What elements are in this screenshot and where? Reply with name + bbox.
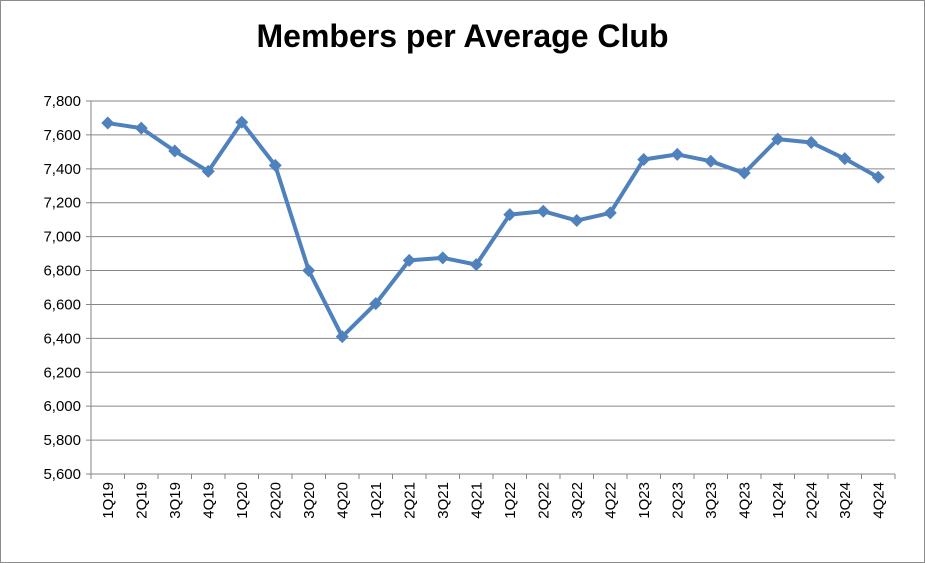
x-tick-label: 4Q20 xyxy=(334,482,351,519)
gridlines xyxy=(86,100,895,475)
y-tick-label: 7,200 xyxy=(43,195,81,212)
y-tick-label: 5,800 xyxy=(43,432,81,449)
x-tick-label: 3Q19 xyxy=(167,482,184,519)
x-tick-label: 3Q24 xyxy=(837,482,854,519)
y-tick-label: 6,400 xyxy=(43,330,81,347)
chart-title: Members per Average Club xyxy=(256,18,669,54)
x-tick-label: 2Q23 xyxy=(669,482,686,519)
x-tick-label: 2Q19 xyxy=(133,482,150,519)
x-tick-label: 4Q22 xyxy=(602,482,619,519)
y-tick-label: 6,000 xyxy=(43,398,81,415)
y-tick-label: 7,800 xyxy=(43,93,81,110)
data-point-marker xyxy=(101,116,115,130)
y-tick-label: 7,000 xyxy=(43,229,81,246)
y-tick-label: 5,600 xyxy=(43,466,81,483)
y-tick-label: 6,600 xyxy=(43,296,81,313)
x-tick-label: 1Q22 xyxy=(502,482,519,519)
y-tick-label: 6,800 xyxy=(43,263,81,280)
y-tick-label: 6,200 xyxy=(43,364,81,381)
x-tick-label: 3Q23 xyxy=(703,482,720,519)
x-tick-label: 3Q20 xyxy=(301,482,318,519)
series-line xyxy=(105,120,881,339)
x-tick-label: 2Q20 xyxy=(267,482,284,519)
x-tick-label: 3Q21 xyxy=(435,482,452,519)
data-point-marker xyxy=(268,158,282,172)
x-tick-label: 3Q22 xyxy=(569,482,586,519)
data-point-marker xyxy=(168,144,182,158)
data-point-marker xyxy=(469,258,483,272)
data-point-marker xyxy=(704,154,718,168)
data-point-marker xyxy=(637,152,651,166)
x-tick-label: 1Q24 xyxy=(770,482,787,519)
data-point-marker xyxy=(201,164,215,178)
data-point-marker xyxy=(771,132,785,146)
series-group xyxy=(101,115,885,344)
data-point-marker xyxy=(536,204,550,218)
data-point-marker xyxy=(402,253,416,267)
data-point-marker xyxy=(503,208,517,222)
x-tick-label: 2Q24 xyxy=(803,482,820,519)
x-tick-label: 1Q21 xyxy=(368,482,385,519)
x-tick-label: 4Q23 xyxy=(736,482,753,519)
x-tick-label: 4Q19 xyxy=(200,482,217,519)
x-tick-label: 1Q19 xyxy=(100,482,117,519)
data-point-marker xyxy=(134,121,148,135)
data-point-marker xyxy=(302,264,316,278)
x-tick-label: 1Q23 xyxy=(636,482,653,519)
data-point-marker xyxy=(369,297,383,311)
data-point-marker xyxy=(335,330,349,344)
axes xyxy=(90,101,896,479)
x-tick-label: 1Q20 xyxy=(234,482,251,519)
x-tick-label: 4Q24 xyxy=(870,482,887,519)
data-point-marker xyxy=(670,147,684,161)
x-tick-label: 2Q21 xyxy=(401,482,418,519)
data-point-marker xyxy=(235,115,249,129)
data-point-marker xyxy=(871,170,885,184)
data-point-marker xyxy=(737,166,751,180)
x-tick-label: 4Q21 xyxy=(468,482,485,519)
y-tick-label: 7,600 xyxy=(43,127,81,144)
data-point-marker xyxy=(436,251,450,265)
x-tick-labels: 1Q19 2Q19 3Q19 4Q19 1Q20 2Q20 3Q20 4Q20 1Q21 2Q21… xyxy=(100,482,888,519)
x-tick-label: 2Q22 xyxy=(535,482,552,519)
data-point-marker xyxy=(570,214,584,228)
data-point-marker xyxy=(603,206,617,220)
y-tick-labels: 5,600 5,800 6,000 6,200 6,400 6,600 6,800 7,000… xyxy=(43,93,81,483)
y-tick-label: 7,400 xyxy=(43,161,81,178)
data-point-marker xyxy=(838,152,852,166)
data-point-marker xyxy=(804,136,818,150)
